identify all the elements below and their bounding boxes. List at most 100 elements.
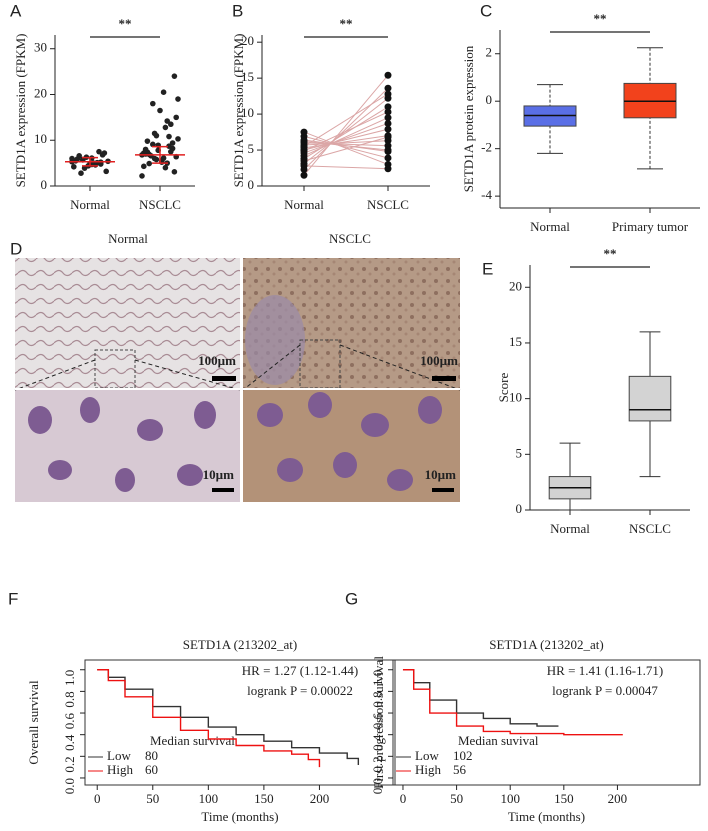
pair-line: [303, 135, 389, 159]
scale-label: 10µm: [425, 467, 456, 482]
y-axis-label: First progression survival: [371, 656, 386, 789]
x-tick-label: Normal: [70, 197, 110, 212]
image-detail: [245, 295, 305, 385]
point: [384, 103, 392, 111]
y-tick-label: 10: [509, 390, 522, 405]
x-tick-label: Normal: [284, 197, 324, 212]
x-tick-label: 100: [199, 791, 219, 806]
survival-curve: [402, 669, 559, 727]
point: [300, 137, 308, 145]
x-tick-label: NSCLC: [629, 521, 671, 536]
legend-median: 60: [145, 762, 158, 777]
x-tick-label: 0: [400, 791, 407, 806]
point: [150, 141, 156, 148]
pair-line: [303, 165, 389, 170]
point: [78, 170, 84, 176]
pair-line: [303, 117, 389, 157]
point: [173, 114, 179, 121]
x-tick-label: NSCLC: [367, 197, 409, 212]
point: [384, 108, 392, 116]
x-tick-label: 150: [554, 791, 574, 806]
x-tick-label: 150: [254, 791, 274, 806]
significance-label: **: [594, 11, 607, 26]
x-tick-label: 0: [94, 791, 101, 806]
point: [103, 168, 109, 175]
x-tick-label: 50: [146, 791, 159, 806]
pair-line: [303, 74, 389, 176]
zoom-line: [134, 359, 241, 391]
point: [151, 155, 158, 162]
point: [153, 132, 160, 139]
scale-label: 10µm: [203, 467, 234, 482]
panel-letter: F: [8, 589, 18, 608]
y-tick-label: 0.4: [62, 734, 77, 751]
pair-line: [303, 140, 389, 151]
panel-letter: G: [345, 589, 358, 608]
y-tick-label: 15: [509, 334, 522, 349]
y-tick-label: 1.0: [62, 670, 77, 686]
panel-letter: C: [480, 1, 492, 20]
point: [96, 148, 102, 155]
x-tick-label: 100: [500, 791, 520, 806]
point: [175, 136, 181, 142]
y-tick-label: 20: [241, 33, 254, 48]
y-tick-label: -2: [481, 140, 492, 155]
pair-line: [303, 135, 389, 149]
x-axis-label: Time (months): [508, 809, 585, 824]
point: [384, 90, 392, 98]
point: [384, 71, 392, 79]
point: [300, 162, 308, 170]
legend-median: 80: [145, 748, 158, 763]
legend-title: Median suvival: [458, 733, 539, 748]
y-axis-label: Score: [496, 372, 511, 402]
scale-label: 100µm: [420, 353, 458, 368]
y-tick-label: 20: [509, 278, 522, 293]
survival-curve: [97, 669, 321, 768]
y-tick-label: 0: [516, 501, 523, 516]
pair-line: [303, 122, 389, 154]
point: [300, 157, 308, 165]
legend-median: 56: [453, 762, 467, 777]
panel-letter: D: [10, 239, 22, 258]
scale-bar: [432, 376, 456, 381]
point: [141, 163, 147, 170]
plot-frame: [84, 659, 396, 786]
annotation: logrank P = 0.00022: [247, 683, 353, 698]
x-tick-label: NSCLC: [139, 197, 181, 212]
x-tick-label: Normal: [530, 219, 570, 234]
point: [164, 118, 170, 124]
point: [76, 153, 82, 159]
legend-median: 102: [453, 748, 473, 763]
point: [139, 173, 145, 179]
scale-bar: [212, 376, 236, 381]
point: [171, 169, 178, 175]
zoom-line: [14, 359, 96, 391]
box: [628, 375, 672, 422]
plot-frame: [392, 659, 701, 786]
scale-bar: [212, 488, 234, 492]
zoom-line: [242, 344, 301, 391]
y-axis-label: SETD1A protein expression: [461, 45, 476, 192]
y-tick-label: 0: [41, 177, 48, 192]
point: [169, 140, 176, 146]
y-tick-label: 1.0: [370, 670, 385, 686]
y-tick-label: 30: [34, 40, 47, 55]
y-tick-label: 0.0: [370, 778, 385, 794]
legend-label: High: [107, 762, 134, 777]
significance-label: **: [340, 16, 353, 31]
x-tick-label: Primary tumor: [612, 219, 689, 234]
panel-letter: B: [232, 1, 243, 20]
y-tick-label: 0.2: [62, 756, 77, 772]
scale-label: 100µm: [198, 353, 236, 368]
x-tick-label: 50: [450, 791, 463, 806]
legend-label: Low: [415, 748, 439, 763]
point: [300, 128, 308, 136]
point: [157, 107, 163, 114]
point: [71, 163, 77, 170]
annotation: HR = 1.27 (1.12-1.44): [242, 663, 358, 678]
y-axis-label: SETD1A expression (FPKM): [231, 34, 246, 188]
scale-bar: [432, 488, 454, 492]
x-tick-label: 200: [608, 791, 628, 806]
